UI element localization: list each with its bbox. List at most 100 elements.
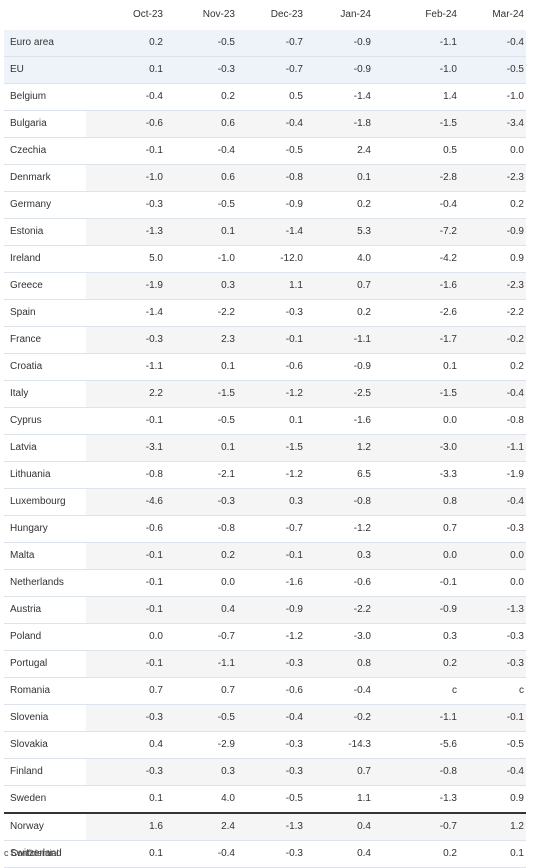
value-cell: -1.1 bbox=[86, 353, 165, 381]
country-label: Luxembourg bbox=[4, 488, 86, 516]
value-cell: -0.3 bbox=[86, 191, 165, 219]
value-cell: -1.9 bbox=[86, 272, 165, 300]
value-cell: -1.0 bbox=[86, 164, 165, 192]
value-cell: 0.0 bbox=[457, 569, 526, 597]
value-cell: 0.4 bbox=[165, 596, 235, 624]
table-row: Slovakia 0.4 -2.9 -0.3 -14.3 -5.6 -0.5 bbox=[4, 731, 526, 759]
value-cell: -1.4 bbox=[303, 83, 371, 111]
value-cell: 0.1 bbox=[86, 56, 165, 84]
country-label: Hungary bbox=[4, 515, 86, 543]
value-cell: -0.2 bbox=[457, 326, 526, 354]
value-cell: 0.0 bbox=[457, 137, 526, 165]
value-cell: -1.6 bbox=[371, 272, 457, 300]
column-header: Oct-23 bbox=[132, 9, 163, 20]
value-cell: 2.2 bbox=[86, 380, 165, 408]
value-cell: 0.3 bbox=[235, 488, 303, 516]
table-row: Slovenia -0.3 -0.5 -0.4 -0.2 -1.1 -0.1 bbox=[4, 704, 526, 732]
value-cell: 0.2 bbox=[457, 353, 526, 381]
value-cell: 4.0 bbox=[165, 785, 235, 813]
country-label: Ireland bbox=[4, 245, 86, 273]
value-cell: -14.3 bbox=[303, 731, 371, 759]
value-cell: -1.3 bbox=[86, 218, 165, 246]
table-row: Portugal -0.1 -1.1 -0.3 0.8 0.2 -0.3 bbox=[4, 650, 526, 678]
country-label: Sweden bbox=[4, 785, 86, 813]
value-cell: -0.4 bbox=[457, 380, 526, 408]
value-cell: -0.7 bbox=[371, 813, 457, 841]
value-cell: -0.4 bbox=[303, 677, 371, 705]
table-row: Hungary -0.6 -0.8 -0.7 -1.2 0.7 -0.3 bbox=[4, 515, 526, 543]
value-cell: 0.7 bbox=[165, 677, 235, 705]
value-cell: 5.0 bbox=[86, 245, 165, 273]
table-row: Switzerland 0.1 -0.4 -0.3 0.4 0.2 0.1 bbox=[4, 840, 526, 868]
table-row: Denmark -1.0 0.6 -0.8 0.1 -2.8 -2.3 bbox=[4, 164, 526, 192]
value-cell: 0.0 bbox=[371, 407, 457, 435]
value-cell: -1.5 bbox=[371, 110, 457, 138]
value-cell: 0.1 bbox=[165, 218, 235, 246]
value-cell: -0.3 bbox=[457, 623, 526, 651]
value-cell: 0.1 bbox=[235, 407, 303, 435]
country-label: Czechia bbox=[4, 137, 86, 165]
value-cell: -2.9 bbox=[165, 731, 235, 759]
value-cell: -0.4 bbox=[165, 840, 235, 868]
value-cell: -1.7 bbox=[371, 326, 457, 354]
table-row: Belgium -0.4 0.2 0.5 -1.4 1.4 -1.0 bbox=[4, 83, 526, 111]
value-cell: -0.8 bbox=[303, 488, 371, 516]
country-label: Slovenia bbox=[4, 704, 86, 732]
table-row: Latvia -3.1 0.1 -1.5 1.2 -3.0 -1.1 bbox=[4, 434, 526, 462]
value-cell: -0.5 bbox=[457, 56, 526, 84]
column-header: Dec-23 bbox=[270, 9, 303, 20]
value-cell: -1.4 bbox=[86, 299, 165, 327]
value-cell: -4.6 bbox=[86, 488, 165, 516]
value-cell: -0.6 bbox=[86, 110, 165, 138]
value-cell: 2.4 bbox=[303, 137, 371, 165]
value-cell: -0.2 bbox=[303, 704, 371, 732]
value-cell: 0.5 bbox=[371, 137, 457, 165]
column-header: Jan-24 bbox=[340, 9, 371, 20]
value-cell: 0.6 bbox=[165, 164, 235, 192]
value-cell: -1.1 bbox=[371, 704, 457, 732]
value-cell: 1.2 bbox=[303, 434, 371, 462]
table-row: France -0.3 2.3 -0.1 -1.1 -1.7 -0.2 bbox=[4, 326, 526, 354]
country-label: Switzerland bbox=[4, 840, 86, 868]
table-row: Sweden 0.1 4.0 -0.5 1.1 -1.3 0.9 bbox=[4, 785, 526, 813]
value-cell: 0.4 bbox=[303, 840, 371, 868]
value-cell: -1.2 bbox=[235, 461, 303, 489]
value-cell: -0.3 bbox=[235, 299, 303, 327]
table-row: Romania 0.7 0.7 -0.6 -0.4 c c bbox=[4, 677, 526, 705]
value-cell: -0.5 bbox=[165, 30, 235, 57]
value-cell: -1.3 bbox=[371, 785, 457, 813]
value-cell: -0.1 bbox=[86, 650, 165, 678]
value-cell: -1.5 bbox=[165, 380, 235, 408]
value-cell: 0.5 bbox=[235, 83, 303, 111]
value-cell: 0.3 bbox=[165, 758, 235, 786]
country-label: France bbox=[4, 326, 86, 354]
value-cell: -0.9 bbox=[303, 56, 371, 84]
value-cell: -1.2 bbox=[303, 515, 371, 543]
value-cell: -2.3 bbox=[457, 164, 526, 192]
value-cell: -1.6 bbox=[303, 407, 371, 435]
value-cell: 0.2 bbox=[371, 840, 457, 868]
data-table: Oct-23 Nov-23 Dec-23 Jan-24 Feb-24 Mar-2… bbox=[4, 0, 526, 868]
value-cell: -0.7 bbox=[235, 515, 303, 543]
value-cell: -0.9 bbox=[303, 30, 371, 57]
header-corner bbox=[4, 0, 86, 30]
value-cell: -0.4 bbox=[371, 191, 457, 219]
value-cell: 4.0 bbox=[303, 245, 371, 273]
value-cell: -0.9 bbox=[371, 596, 457, 624]
table-row: Croatia -1.1 0.1 -0.6 -0.9 0.1 0.2 bbox=[4, 353, 526, 381]
country-label: Spain bbox=[4, 299, 86, 327]
value-cell: 0.2 bbox=[303, 191, 371, 219]
value-cell: 0.7 bbox=[303, 272, 371, 300]
value-cell: -1.8 bbox=[303, 110, 371, 138]
value-cell: -0.7 bbox=[235, 30, 303, 57]
value-cell: -3.3 bbox=[371, 461, 457, 489]
value-cell: -1.1 bbox=[165, 650, 235, 678]
value-cell: 0.6 bbox=[165, 110, 235, 138]
value-cell: 2.3 bbox=[165, 326, 235, 354]
value-cell: 0.3 bbox=[165, 272, 235, 300]
table-row: Greece -1.9 0.3 1.1 0.7 -1.6 -2.3 bbox=[4, 272, 526, 300]
value-cell: 0.2 bbox=[457, 191, 526, 219]
country-label: Italy bbox=[4, 380, 86, 408]
value-cell: -0.6 bbox=[303, 569, 371, 597]
value-cell: -3.0 bbox=[303, 623, 371, 651]
